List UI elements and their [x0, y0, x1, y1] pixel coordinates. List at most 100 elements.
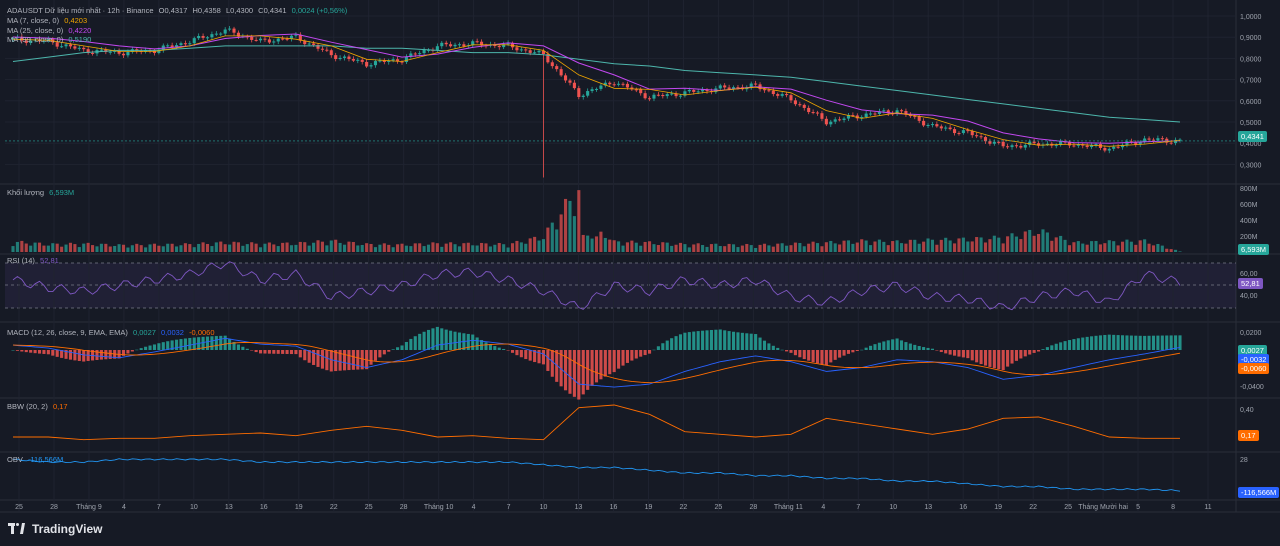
macd-histogram-bar	[979, 350, 983, 365]
candle-body	[546, 53, 550, 63]
rsi-axis-label: 60,00	[1240, 271, 1258, 278]
macd-histogram-bar	[877, 342, 881, 350]
volume-bar	[895, 240, 899, 252]
candle-body	[1045, 143, 1049, 145]
volume-bar	[917, 243, 921, 252]
macd-histogram-bar	[506, 350, 510, 351]
volume-bar	[630, 240, 634, 252]
macd-histogram-bar	[236, 344, 240, 350]
ma7-legend[interactable]: MA (7, close, 0) 0,4203	[7, 16, 90, 26]
candle-body	[1019, 145, 1023, 148]
volume-bar	[404, 245, 408, 252]
volume-bar	[1085, 244, 1089, 252]
macd-line	[12, 337, 1181, 388]
macd-histogram-bar	[1059, 342, 1063, 350]
candle-body	[913, 116, 917, 118]
macd-histogram-bar	[537, 350, 541, 364]
macd-histogram-bar	[404, 341, 408, 350]
volume-bar	[1134, 244, 1138, 252]
volume-bar	[727, 243, 731, 252]
candle-body	[1090, 144, 1094, 148]
macd-value-2: 0,0032	[161, 328, 184, 337]
volume-bar	[431, 242, 435, 252]
macd-histogram-bar	[577, 350, 581, 400]
volume-legend[interactable]: Khối lượng 6,593M	[7, 188, 77, 198]
candle-body	[815, 112, 820, 114]
macd-histogram-bar	[727, 331, 731, 350]
macd-histogram-bar	[670, 338, 674, 350]
ma99-line	[12, 45, 1181, 123]
volume-bar	[1081, 243, 1085, 252]
macd-histogram-bar	[426, 329, 431, 350]
bbw-tag: 0,17	[1238, 430, 1259, 441]
macd-histogram-bar	[121, 350, 126, 356]
macd-histogram-bar	[82, 350, 86, 362]
macd-histogram-bar	[594, 350, 599, 383]
volume-bar	[378, 244, 382, 252]
macd-histogram-bar	[617, 350, 621, 369]
macd-histogram-bar	[696, 331, 700, 350]
volume-bar	[771, 246, 775, 252]
candle-body	[400, 61, 404, 63]
time-axis-label: 10	[889, 504, 897, 511]
ma99-label: MA (99, close, 0)	[7, 35, 64, 44]
candle-body	[696, 91, 700, 93]
macd-histogram-bar	[42, 350, 46, 354]
volume-bar	[608, 239, 612, 252]
candle-body	[263, 38, 267, 40]
macd-histogram-bar	[736, 332, 740, 350]
volume-bar	[15, 241, 19, 252]
candle-body	[1116, 146, 1120, 148]
volume-bar	[1067, 245, 1072, 252]
candle-body	[86, 49, 90, 53]
candle-body	[113, 50, 117, 52]
candle-body	[820, 113, 824, 119]
macd-histogram-bar	[1178, 335, 1182, 350]
macd-tag-1: 0,0027	[1238, 345, 1267, 356]
candle-body	[590, 89, 594, 92]
price-axis-label: 0,8000	[1240, 56, 1262, 63]
macd-histogram-bar	[714, 329, 718, 350]
candle-body	[634, 89, 638, 91]
candle-body	[793, 100, 797, 105]
candle-body	[250, 36, 254, 40]
volume-bar	[992, 235, 996, 252]
candle-body	[471, 41, 475, 46]
macd-histogram-bar	[484, 342, 488, 350]
volume-bar	[82, 243, 86, 252]
volume-bar	[263, 243, 267, 252]
candle-body	[435, 46, 439, 51]
macd-histogram-bar	[329, 350, 333, 372]
tradingview-logo[interactable]: TradingView	[8, 522, 102, 536]
macd-tag-2: -0,0032	[1238, 354, 1270, 365]
candle-body	[20, 36, 24, 41]
ma25-legend[interactable]: MA (25, close, 0) 0,4220	[7, 26, 94, 36]
macd-histogram-bar	[29, 350, 33, 353]
rsi-legend[interactable]: RSI (14) 52,81	[7, 256, 62, 266]
candle-body	[1006, 146, 1010, 148]
volume-bar	[223, 244, 227, 252]
ma99-legend[interactable]: MA (99, close, 0) 0,5190	[7, 35, 94, 45]
macd-legend[interactable]: MACD (12, 26, close, 9, EMA, EMA) 0,0027…	[7, 328, 218, 338]
obv-legend[interactable]: OBV -116,566M	[7, 455, 66, 465]
macd-histogram-bar	[223, 335, 227, 350]
time-axis-label: Tháng Mười hai	[1078, 504, 1128, 511]
candle-body	[126, 51, 130, 56]
bbw-legend[interactable]: BBW (20, 2) 0,17	[7, 402, 71, 412]
volume-bar	[338, 242, 342, 252]
candle-body	[170, 45, 174, 47]
volume-bar	[559, 214, 563, 252]
volume-bar	[510, 243, 515, 252]
volume-bar	[749, 245, 753, 252]
macd-histogram-bar	[1036, 350, 1041, 352]
time-axis-label: Tháng 11	[774, 504, 803, 511]
candle-body	[568, 80, 572, 83]
macd-histogram-bar	[939, 350, 943, 353]
volume-bar	[1143, 239, 1147, 252]
volume-bar	[869, 245, 873, 252]
symbol-title[interactable]: ADAUSDT Dữ liệu mới nhất · 12h · Binance	[7, 6, 154, 15]
macd-histogram-bar	[263, 350, 267, 354]
candle-body	[166, 45, 170, 47]
